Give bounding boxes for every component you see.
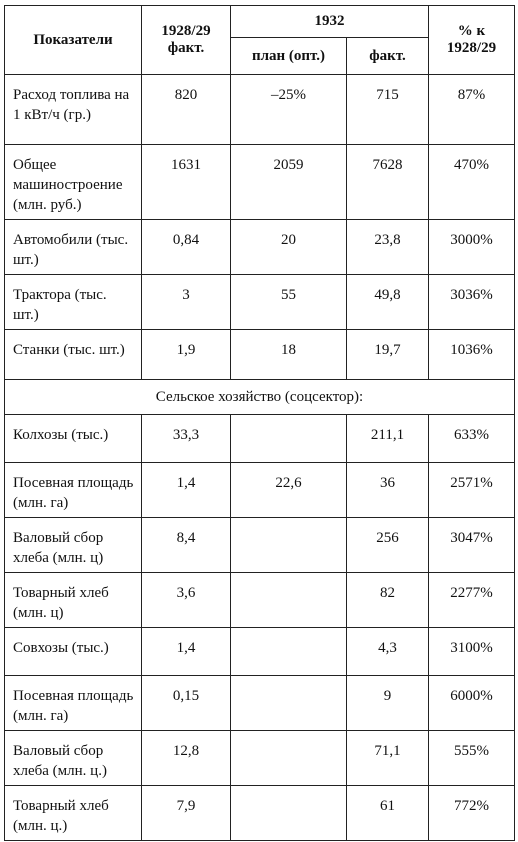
row-name: Товарный хлеб (млн. ц.) [5,786,142,841]
statistics-table: Показатели 1928/29 факт. 1932 % к 1928/2… [4,5,515,841]
row-name: Колхозы (тыс.) [5,415,142,463]
table-row: Колхозы (тыс.) 33,3 211,1 633% [5,415,515,463]
table-row: Общее машиностроение (млн. руб.) 1631 20… [5,145,515,220]
row-name: Совхозы (тыс.) [5,628,142,676]
row-percent: 470% [429,145,515,220]
table-row: Посевная площадь (млн. га) 0,15 9 6000% [5,676,515,731]
row-1928: 3,6 [142,573,231,628]
row-1928: 8,4 [142,518,231,573]
row-fact: 9 [347,676,429,731]
header-fact: факт. [347,38,429,75]
header-fact-label: факт. [369,48,406,64]
row-name: Товарный хлеб (млн. ц) [5,573,142,628]
table-body: Расход топлива на 1 кВт/ч (гр.) 820 –25%… [5,75,515,841]
header-indicators-label: Показатели [33,32,112,48]
table-row: Валовый сбор хлеба (млн. ц.) 12,8 71,1 5… [5,731,515,786]
row-name: Общее машиностроение (млн. руб.) [5,145,142,220]
row-plan: 2059 [231,145,347,220]
row-name: Посевная площадь (млн. га) [5,463,142,518]
row-fact: 71,1 [347,731,429,786]
header-1932-label: 1932 [315,13,345,29]
table-row: Посевная площадь (млн. га) 1,4 22,6 36 2… [5,463,515,518]
header-plan-label: план (опт.) [252,48,325,64]
row-plan: 18 [231,330,347,380]
row-fact: 23,8 [347,220,429,275]
row-name: Автомобили (тыс. шт.) [5,220,142,275]
header-1928-fact: факт. [142,40,230,57]
row-percent: 2571% [429,463,515,518]
row-plan [231,573,347,628]
row-plan: 22,6 [231,463,347,518]
header-1928: 1928/29 факт. [142,6,231,75]
row-percent: 3036% [429,275,515,330]
row-percent: 3047% [429,518,515,573]
row-plan [231,415,347,463]
row-1928: 1,4 [142,463,231,518]
header-1932: 1932 [231,6,429,38]
row-plan [231,731,347,786]
header-percent-line2: 1928/29 [429,40,514,57]
row-1928: 1631 [142,145,231,220]
row-1928: 0,15 [142,676,231,731]
row-percent: 2277% [429,573,515,628]
header-1928-year: 1928/29 [142,23,230,40]
row-1928: 12,8 [142,731,231,786]
table-row: Товарный хлеб (млн. ц) 3,6 82 2277% [5,573,515,628]
row-name: Валовый сбор хлеба (млн. ц.) [5,731,142,786]
table-row: Трактора (тыс. шт.) 3 55 49,8 3036% [5,275,515,330]
row-plan [231,518,347,573]
section-row: Сельское хозяйство (соцсектор): [5,380,515,415]
row-fact: 19,7 [347,330,429,380]
row-name: Трактора (тыс. шт.) [5,275,142,330]
row-fact: 211,1 [347,415,429,463]
row-plan [231,628,347,676]
row-fact: 82 [347,573,429,628]
table-row: Товарный хлеб (млн. ц.) 7,9 61 772% [5,786,515,841]
table-row: Валовый сбор хлеба (млн. ц) 8,4 256 3047… [5,518,515,573]
row-plan: –25% [231,75,347,145]
row-fact: 4,3 [347,628,429,676]
header-indicators: Показатели [5,6,142,75]
row-percent: 1036% [429,330,515,380]
row-1928: 820 [142,75,231,145]
row-name: Станки (тыс. шт.) [5,330,142,380]
row-fact: 49,8 [347,275,429,330]
table-header: Показатели 1928/29 факт. 1932 % к 1928/2… [5,6,515,75]
row-fact: 256 [347,518,429,573]
table-row: Автомобили (тыс. шт.) 0,84 20 23,8 3000% [5,220,515,275]
row-1928: 33,3 [142,415,231,463]
row-percent: 3100% [429,628,515,676]
table-row: Совхозы (тыс.) 1,4 4,3 3100% [5,628,515,676]
row-name: Валовый сбор хлеба (млн. ц) [5,518,142,573]
table-row: Станки (тыс. шт.) 1,9 18 19,7 1036% [5,330,515,380]
row-name: Посевная площадь (млн. га) [5,676,142,731]
section-label: Сельское хозяйство (соцсектор): [5,380,515,415]
row-fact: 7628 [347,145,429,220]
row-percent: 87% [429,75,515,145]
row-name: Расход топлива на 1 кВт/ч (гр.) [5,75,142,145]
row-plan [231,676,347,731]
row-fact: 61 [347,786,429,841]
row-1928: 1,9 [142,330,231,380]
table-row: Расход топлива на 1 кВт/ч (гр.) 820 –25%… [5,75,515,145]
row-percent: 633% [429,415,515,463]
row-percent: 555% [429,731,515,786]
header-percent: % к 1928/29 [429,6,515,75]
row-fact: 715 [347,75,429,145]
row-1928: 3 [142,275,231,330]
row-1928: 7,9 [142,786,231,841]
header-percent-line1: % к [429,23,514,40]
row-percent: 6000% [429,676,515,731]
row-1928: 1,4 [142,628,231,676]
row-1928: 0,84 [142,220,231,275]
row-plan [231,786,347,841]
row-percent: 3000% [429,220,515,275]
row-plan: 55 [231,275,347,330]
row-fact: 36 [347,463,429,518]
header-plan: план (опт.) [231,38,347,75]
row-percent: 772% [429,786,515,841]
row-plan: 20 [231,220,347,275]
